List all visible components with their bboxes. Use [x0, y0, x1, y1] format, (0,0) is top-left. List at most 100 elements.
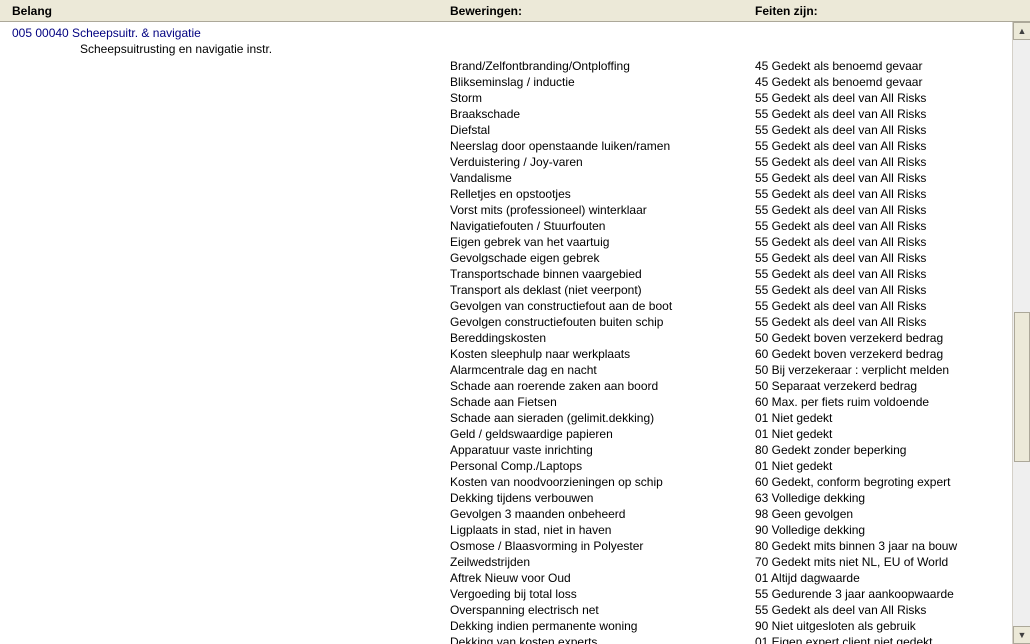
table-row[interactable]: Navigatiefouten / Stuurfouten55 Gedekt a…: [0, 218, 1012, 234]
cell-beweringen: Gevolgen van constructiefout aan de boot: [450, 298, 755, 314]
cell-feiten: 55 Gedekt als deel van All Risks: [755, 602, 1012, 618]
cell-feiten: 55 Gedekt als deel van All Risks: [755, 250, 1012, 266]
cell-beweringen: Kosten van noodvoorzieningen op schip: [450, 474, 755, 490]
cell-beweringen: Geld / geldswaardige papieren: [450, 426, 755, 442]
data-rows: Brand/Zelfontbranding/Ontploffing45 Gede…: [0, 58, 1012, 644]
cell-beweringen: Neerslag door openstaande luiken/ramen: [450, 138, 755, 154]
table-row[interactable]: Geld / geldswaardige papieren01 Niet ged…: [0, 426, 1012, 442]
scroll-up-button[interactable]: ▲: [1013, 22, 1030, 40]
table-row[interactable]: Diefstal55 Gedekt als deel van All Risks: [0, 122, 1012, 138]
table-row[interactable]: Dekking van kosten experts01 Eigen exper…: [0, 634, 1012, 644]
table-row[interactable]: Overspanning electrisch net55 Gedekt als…: [0, 602, 1012, 618]
cell-beweringen: Brand/Zelfontbranding/Ontploffing: [450, 58, 755, 74]
table-row[interactable]: Zeilwedstrijden70 Gedekt mits niet NL, E…: [0, 554, 1012, 570]
table-row[interactable]: Vorst mits (professioneel) winterklaar55…: [0, 202, 1012, 218]
table-row[interactable]: Brand/Zelfontbranding/Ontploffing45 Gede…: [0, 58, 1012, 74]
header-belang: Belang: [0, 4, 450, 18]
cell-beweringen: Vergoeding bij total loss: [450, 586, 755, 602]
cell-beweringen: Verduistering / Joy-varen: [450, 154, 755, 170]
table-row[interactable]: Transportschade binnen vaargebied55 Gede…: [0, 266, 1012, 282]
table-row[interactable]: Storm55 Gedekt als deel van All Risks: [0, 90, 1012, 106]
scroll-down-button[interactable]: ▼: [1013, 626, 1030, 644]
cell-feiten: 01 Niet gedekt: [755, 458, 1012, 474]
cell-feiten: 55 Gedekt als deel van All Risks: [755, 90, 1012, 106]
category-row[interactable]: 005 00040 Scheepsuitr. & navigatie: [0, 22, 1012, 42]
table-row[interactable]: Schade aan roerende zaken aan boord50 Se…: [0, 378, 1012, 394]
table-row[interactable]: Aftrek Nieuw voor Oud01 Altijd dagwaarde: [0, 570, 1012, 586]
table-row[interactable]: Dekking tijdens verbouwen63 Volledige de…: [0, 490, 1012, 506]
table-row[interactable]: Gevolgschade eigen gebrek55 Gedekt als d…: [0, 250, 1012, 266]
cell-feiten: 55 Gedekt als deel van All Risks: [755, 106, 1012, 122]
cell-feiten: 01 Niet gedekt: [755, 410, 1012, 426]
vertical-scrollbar[interactable]: ▲ ▼: [1012, 22, 1030, 644]
table-row[interactable]: Gevolgen van constructiefout aan de boot…: [0, 298, 1012, 314]
cell-feiten: 80 Gedekt zonder beperking: [755, 442, 1012, 458]
table-row[interactable]: Personal Comp./Laptops01 Niet gedekt: [0, 458, 1012, 474]
table-row[interactable]: Eigen gebrek van het vaartuig55 Gedekt a…: [0, 234, 1012, 250]
cell-feiten: 55 Gedekt als deel van All Risks: [755, 234, 1012, 250]
table-row[interactable]: Kosten sleephulp naar werkplaats60 Gedek…: [0, 346, 1012, 362]
cell-beweringen: Transport als deklast (niet veerpont): [450, 282, 755, 298]
table-row[interactable]: Kosten van noodvoorzieningen op schip60 …: [0, 474, 1012, 490]
cell-feiten: 50 Bij verzekeraar : verplicht melden: [755, 362, 1012, 378]
cell-feiten: 01 Niet gedekt: [755, 426, 1012, 442]
main-container: Belang Beweringen: Feiten zijn: 005 0004…: [0, 0, 1030, 644]
cell-beweringen: Personal Comp./Laptops: [450, 458, 755, 474]
table-row[interactable]: Transport als deklast (niet veerpont)55 …: [0, 282, 1012, 298]
cell-beweringen: Ligplaats in stad, niet in haven: [450, 522, 755, 538]
table-content[interactable]: 005 00040 Scheepsuitr. & navigatie Schee…: [0, 22, 1012, 644]
cell-feiten: 45 Gedekt als benoemd gevaar: [755, 74, 1012, 90]
cell-feiten: 80 Gedekt mits binnen 3 jaar na bouw: [755, 538, 1012, 554]
cell-beweringen: Gevolgschade eigen gebrek: [450, 250, 755, 266]
table-row[interactable]: Alarmcentrale dag en nacht50 Bij verzeke…: [0, 362, 1012, 378]
table-row[interactable]: Dekking indien permanente woning90 Niet …: [0, 618, 1012, 634]
table-row[interactable]: Osmose / Blaasvorming in Polyester80 Ged…: [0, 538, 1012, 554]
cell-beweringen: Dekking indien permanente woning: [450, 618, 755, 634]
table-row[interactable]: Gevolgen constructiefouten buiten schip5…: [0, 314, 1012, 330]
cell-beweringen: Bereddingskosten: [450, 330, 755, 346]
cell-beweringen: Gevolgen constructiefouten buiten schip: [450, 314, 755, 330]
cell-feiten: 55 Gedekt als deel van All Risks: [755, 202, 1012, 218]
table-row[interactable]: Braakschade55 Gedekt als deel van All Ri…: [0, 106, 1012, 122]
cell-beweringen: Storm: [450, 90, 755, 106]
table-row[interactable]: Neerslag door openstaande luiken/ramen55…: [0, 138, 1012, 154]
cell-beweringen: Schade aan Fietsen: [450, 394, 755, 410]
table-row[interactable]: Schade aan Fietsen60 Max. per fiets ruim…: [0, 394, 1012, 410]
cell-beweringen: Vorst mits (professioneel) winterklaar: [450, 202, 755, 218]
table-row[interactable]: Relletjes en opstootjes55 Gedekt als dee…: [0, 186, 1012, 202]
cell-feiten: 55 Gedekt als deel van All Risks: [755, 186, 1012, 202]
cell-beweringen: Braakschade: [450, 106, 755, 122]
table-header: Belang Beweringen: Feiten zijn:: [0, 0, 1030, 22]
cell-feiten: 55 Gedekt als deel van All Risks: [755, 154, 1012, 170]
cell-beweringen: Blikseminslag / inductie: [450, 74, 755, 90]
table-row[interactable]: Verduistering / Joy-varen55 Gedekt als d…: [0, 154, 1012, 170]
table-body-wrap: 005 00040 Scheepsuitr. & navigatie Schee…: [0, 22, 1030, 644]
table-row[interactable]: Ligplaats in stad, niet in haven90 Volle…: [0, 522, 1012, 538]
table-row[interactable]: Vergoeding bij total loss55 Gedurende 3 …: [0, 586, 1012, 602]
header-feiten: Feiten zijn:: [755, 4, 1030, 18]
cell-feiten: 01 Eigen expert client niet gedekt: [755, 634, 1012, 644]
cell-feiten: 01 Altijd dagwaarde: [755, 570, 1012, 586]
cell-beweringen: Relletjes en opstootjes: [450, 186, 755, 202]
cell-feiten: 98 Geen gevolgen: [755, 506, 1012, 522]
cell-feiten: 60 Gedekt, conform begroting expert: [755, 474, 1012, 490]
table-row[interactable]: Schade aan sieraden (gelimit.dekking)01 …: [0, 410, 1012, 426]
table-row[interactable]: Bereddingskosten50 Gedekt boven verzeker…: [0, 330, 1012, 346]
cell-feiten: 55 Gedekt als deel van All Risks: [755, 218, 1012, 234]
table-row[interactable]: Apparatuur vaste inrichting80 Gedekt zon…: [0, 442, 1012, 458]
table-row[interactable]: Vandalisme55 Gedekt als deel van All Ris…: [0, 170, 1012, 186]
cell-beweringen: Dekking van kosten experts: [450, 634, 755, 644]
table-row[interactable]: Blikseminslag / inductie45 Gedekt als be…: [0, 74, 1012, 90]
subcategory-row[interactable]: Scheepsuitrusting en navigatie instr.: [0, 42, 1012, 58]
cell-beweringen: Transportschade binnen vaargebied: [450, 266, 755, 282]
cell-feiten: 55 Gedekt als deel van All Risks: [755, 298, 1012, 314]
cell-feiten: 90 Niet uitgesloten als gebruik: [755, 618, 1012, 634]
cell-beweringen: Schade aan sieraden (gelimit.dekking): [450, 410, 755, 426]
scroll-thumb[interactable]: [1014, 312, 1030, 462]
cell-beweringen: Schade aan roerende zaken aan boord: [450, 378, 755, 394]
cell-beweringen: Navigatiefouten / Stuurfouten: [450, 218, 755, 234]
cell-feiten: 90 Volledige dekking: [755, 522, 1012, 538]
cell-feiten: 55 Gedekt als deel van All Risks: [755, 266, 1012, 282]
cell-feiten: 55 Gedekt als deel van All Risks: [755, 122, 1012, 138]
table-row[interactable]: Gevolgen 3 maanden onbeheerd98 Geen gevo…: [0, 506, 1012, 522]
